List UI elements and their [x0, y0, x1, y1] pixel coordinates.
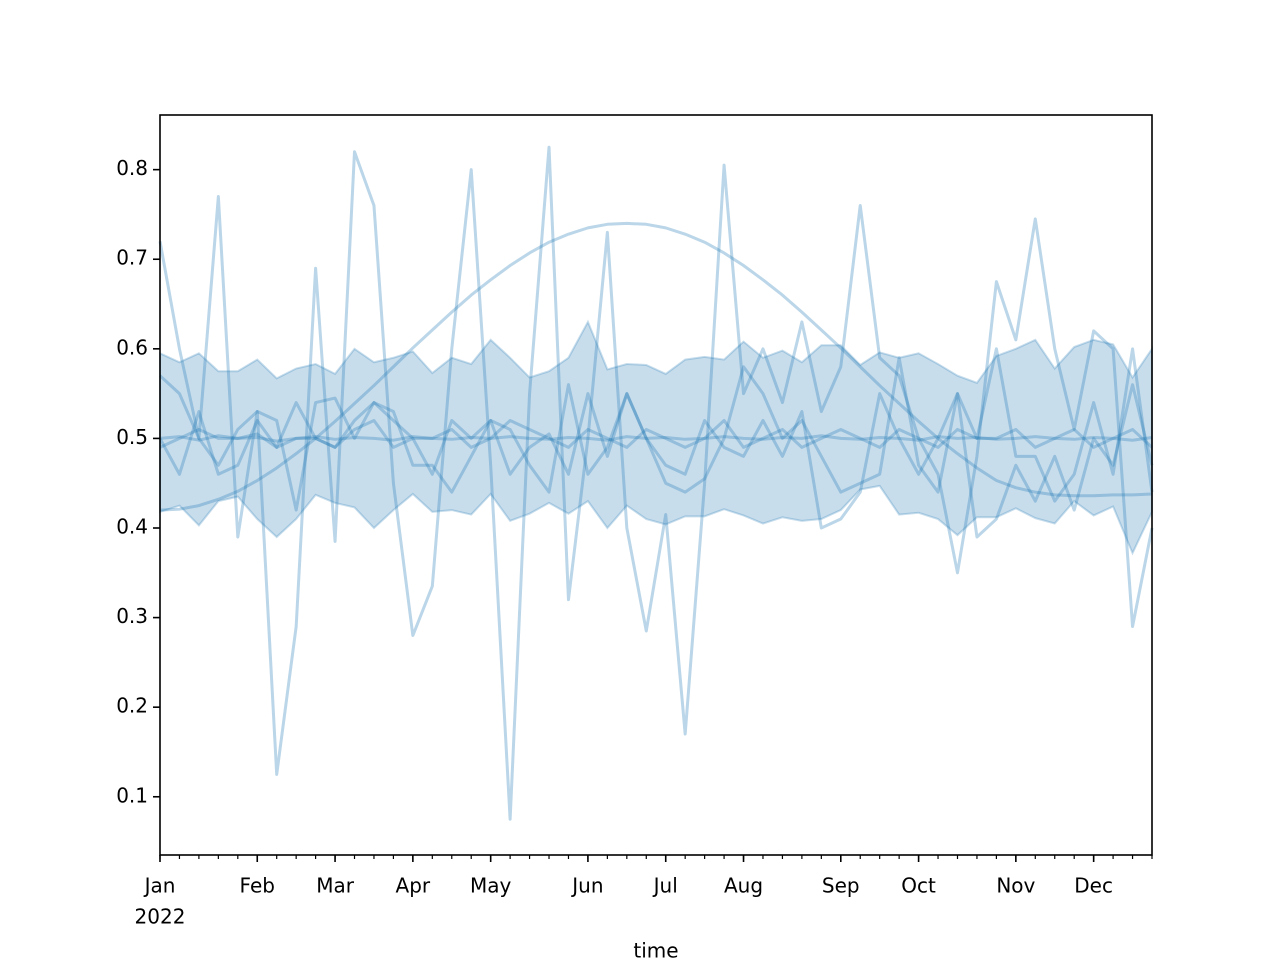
y-tick-label: 0.8 [116, 156, 148, 180]
x-tick-label: Aug [724, 874, 763, 898]
series-line [159, 434, 1153, 443]
y-tick-label: 0.2 [116, 694, 148, 718]
series-line [159, 221, 1153, 512]
x-tick-label: Feb [240, 874, 275, 898]
series-line [158, 145, 1154, 821]
series-line [158, 347, 1154, 512]
y-tick-label: 0.7 [116, 246, 148, 270]
x-tick-label: Apr [396, 874, 431, 898]
x-tick-label: Oct [901, 874, 936, 898]
y-tick-label: 0.3 [116, 604, 148, 628]
x-tick-label: Jun [570, 874, 603, 898]
x-tick-label: Jan [143, 874, 176, 898]
series-line [158, 383, 1154, 539]
y-tick-label: 0.6 [116, 335, 148, 359]
x-tick-label: Jul [652, 874, 678, 898]
y-tick-label: 0.4 [116, 515, 148, 539]
x-axis-label: time [633, 939, 678, 960]
y-tick-label: 0.5 [116, 425, 148, 449]
plot-frame [159, 114, 1153, 856]
x-tick-label: Sep [822, 874, 860, 898]
x-tick-label: May [470, 874, 512, 898]
x-tick-label: Mar [316, 874, 355, 898]
x-tick-label: Dec [1074, 874, 1113, 898]
x-tick-label: Nov [996, 874, 1035, 898]
x-year-label: 2022 [135, 905, 186, 929]
y-tick-label: 0.1 [116, 783, 148, 807]
series-line [159, 418, 1154, 449]
